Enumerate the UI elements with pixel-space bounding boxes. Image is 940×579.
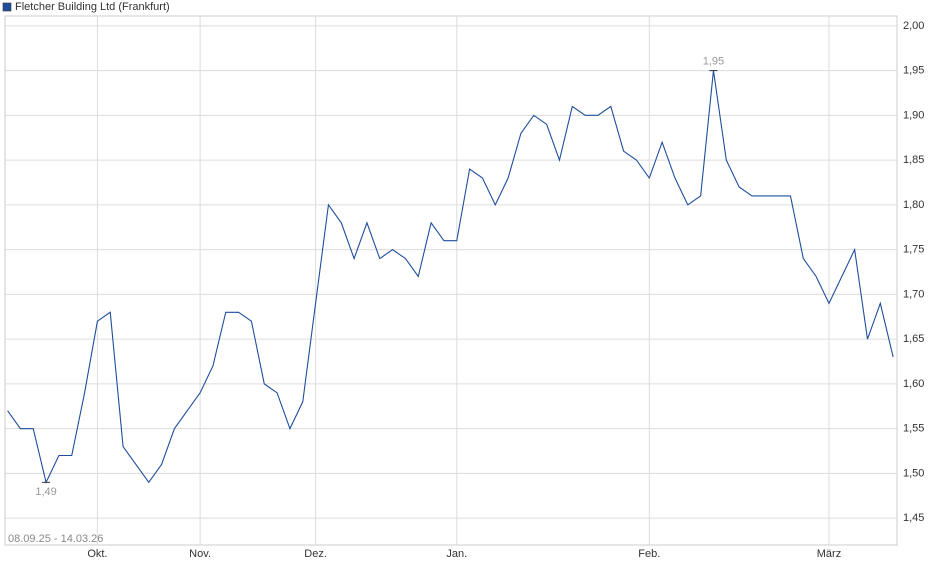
- y-tick-label: 1,75: [903, 244, 924, 256]
- extreme-label: 1,95: [703, 56, 724, 68]
- y-tick-label: 1,65: [903, 333, 924, 345]
- y-tick-label: 1,80: [903, 199, 924, 211]
- x-tick-label: Dez.: [304, 548, 327, 560]
- extreme-label: 1,49: [35, 486, 56, 498]
- x-tick-label: Okt.: [87, 548, 107, 560]
- plot-frame: [4, 15, 898, 546]
- y-tick-label: 1,85: [903, 154, 924, 166]
- x-tick-label: Feb.: [638, 548, 660, 560]
- y-tick-label: 1,90: [903, 109, 924, 121]
- chart-title: Fletcher Building Ltd (Frankfurt): [15, 1, 170, 13]
- x-tick-label: März: [817, 548, 841, 560]
- legend-swatch: [2, 2, 12, 12]
- y-tick-label: 1,55: [903, 423, 924, 435]
- y-tick-label: 1,60: [903, 378, 924, 390]
- line-series: [7, 70, 894, 484]
- x-tick-label: Nov.: [189, 548, 211, 560]
- x-tick-label: Jan.: [446, 548, 467, 560]
- y-tick-label: 1,95: [903, 65, 924, 77]
- y-tick-label: 1,45: [903, 512, 924, 524]
- y-tick-label: 1,50: [903, 467, 924, 479]
- date-range: 08.09.25 - 14.03.26: [8, 533, 103, 545]
- y-tick-label: 2,00: [903, 20, 924, 32]
- y-tick-label: 1,70: [903, 288, 924, 300]
